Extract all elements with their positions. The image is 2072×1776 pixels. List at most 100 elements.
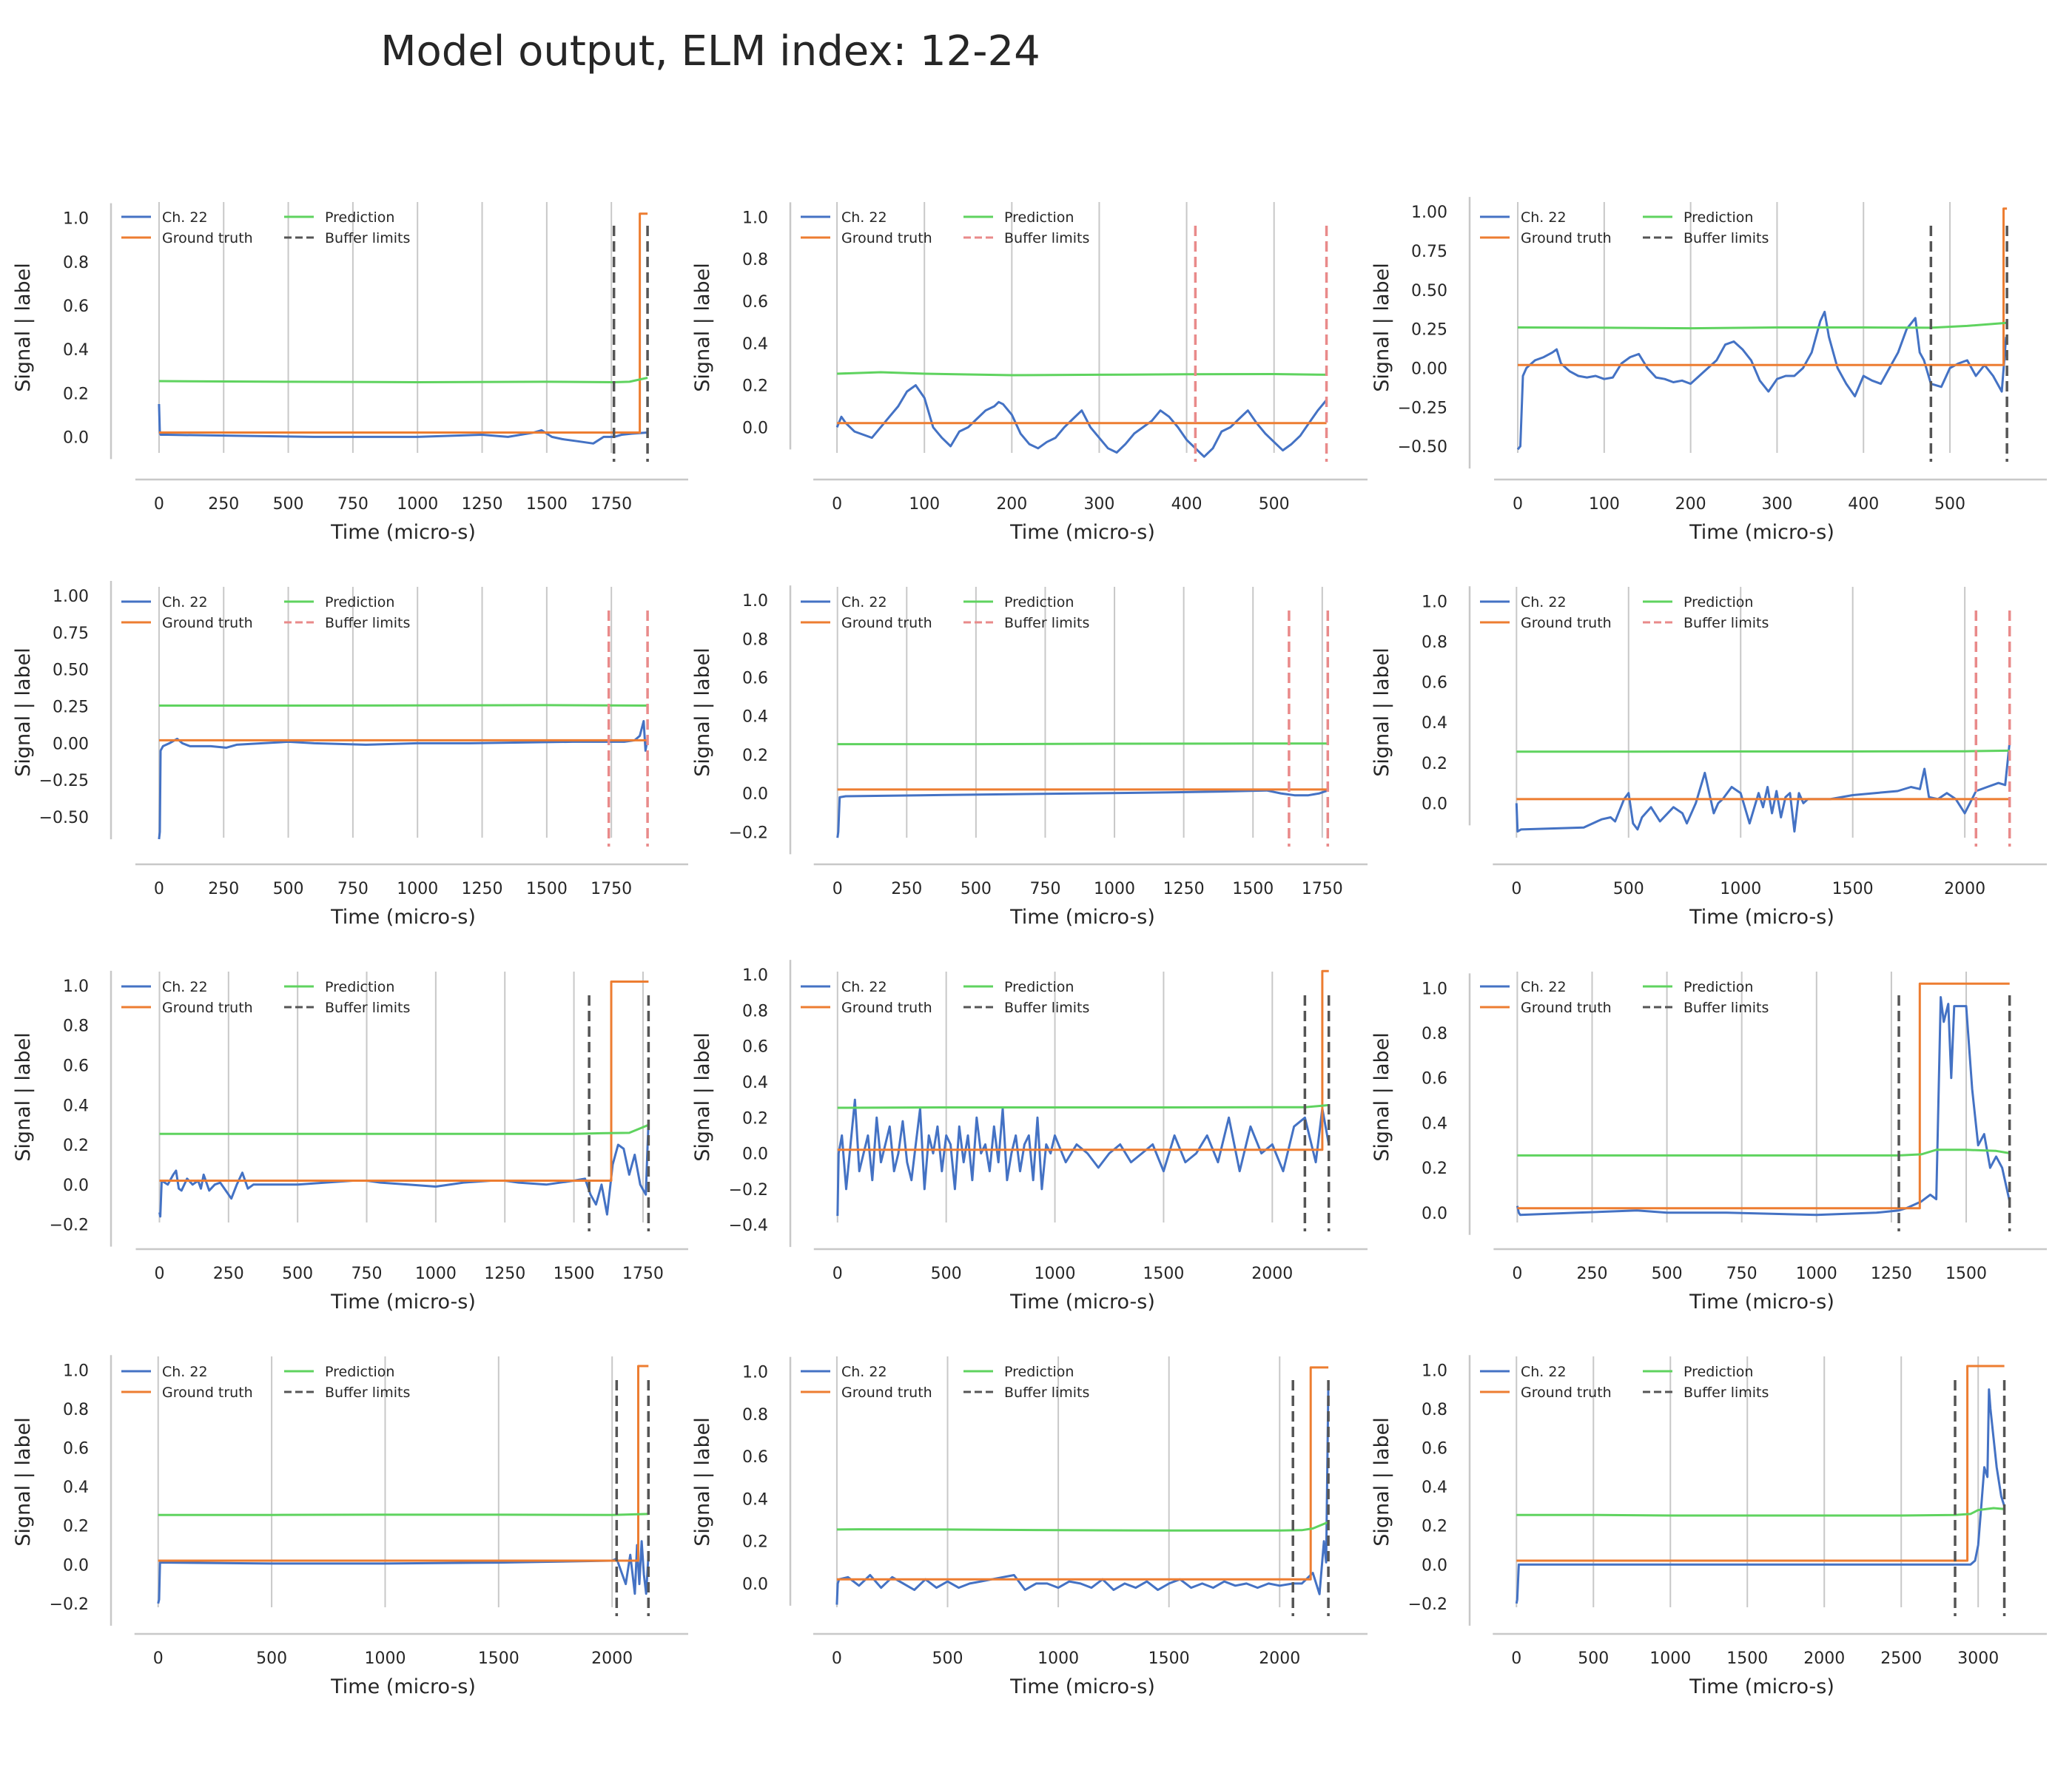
- y-tick-label: 1.0: [1422, 1362, 1447, 1380]
- y-tick-label: 0.4: [1422, 1114, 1447, 1133]
- x-tick-label: 250: [891, 880, 922, 898]
- x-tick-label: 0: [1511, 1649, 1521, 1668]
- ground-truth-line: [837, 969, 1329, 1151]
- y-tick-label: −0.50: [39, 809, 89, 827]
- y-tick-label: 0.4: [63, 1097, 89, 1115]
- x-tick-label: 500: [931, 1265, 962, 1283]
- panels: 0.00.20.40.60.81.00 250 500 750 1000 1250 1500…: [12, 197, 2047, 1698]
- y-tick-label: 0.6: [63, 297, 89, 316]
- x-tick-label: 500: [1259, 495, 1290, 514]
- y-tick-label: 0.0: [1422, 1205, 1447, 1223]
- x-tick-label: 2000: [1251, 1265, 1293, 1283]
- x-tick-label: 0: [832, 495, 842, 514]
- y-tick-label: −0.2: [1408, 1595, 1447, 1614]
- y-tick-label: 0.0: [742, 419, 768, 437]
- legend-label: Prediction: [1004, 209, 1074, 226]
- x-tick-label: 500: [932, 1649, 963, 1668]
- panel-6: 0.0 0.2 0.4 0.6 0.8 1.0 0 500 1000 1500 2000 Time (…: [1370, 586, 2047, 929]
- x-axis-label: Time (micro-s): [1009, 1291, 1155, 1314]
- y-axis-label: Signal | label: [1370, 263, 1393, 392]
- figure-title: Model output, ELM index: 12-24: [380, 27, 1040, 75]
- legend: Ch. 22 Ground truth Prediction Buffer limit…: [801, 1364, 1089, 1401]
- ground-truth-line: [836, 1366, 1329, 1581]
- prediction-line: [1516, 749, 2010, 753]
- y-tick-label: 0.2: [1422, 1160, 1447, 1178]
- x-tick-label: 500: [1934, 495, 1965, 514]
- y-tick-label: 0.2: [63, 1137, 89, 1155]
- x-tick-label: 1250: [462, 880, 503, 898]
- legend-label: Prediction: [1004, 594, 1074, 610]
- x-axis-label: Time (micro-s): [1009, 1675, 1155, 1698]
- legend-label: Ground truth: [841, 615, 932, 631]
- legend-label: Ground truth: [841, 1000, 932, 1016]
- x-tick-label: 1250: [1163, 880, 1205, 898]
- y-tick-label: 0.0: [742, 1146, 768, 1164]
- y-axis-label: Signal | label: [1370, 648, 1393, 777]
- x-tick-label: 1750: [622, 1265, 664, 1283]
- legend-label: Buffer limits: [1684, 615, 1769, 631]
- legend-label: Ch. 22: [162, 1364, 208, 1380]
- x-tick-label: 250: [208, 880, 239, 898]
- x-tick-label: 1000: [364, 1649, 406, 1668]
- x-tick-label: 500: [961, 880, 992, 898]
- legend-label: Buffer limits: [1004, 230, 1089, 246]
- y-tick-label: 0.4: [63, 341, 89, 360]
- y-tick-label: 0.4: [1422, 1479, 1447, 1497]
- y-tick-label: 0.8: [1422, 1025, 1447, 1043]
- legend-label: Prediction: [325, 594, 394, 610]
- y-tick-label: 0.00: [1411, 360, 1447, 378]
- x-tick-label: 0: [153, 1649, 164, 1668]
- x-tick-label: 0: [832, 1265, 843, 1283]
- prediction-line: [159, 1123, 649, 1135]
- y-tick-label: 0.8: [742, 630, 768, 649]
- panel-1: 0.0 0.2 0.4 0.6 0.8 1.0 0 250 500 750 1000 1250 1500…: [12, 202, 688, 544]
- x-axis-label: Time (micro-s): [330, 1291, 476, 1314]
- legend-label: Prediction: [325, 979, 394, 995]
- y-tick-label: 1.0: [1422, 980, 1447, 998]
- y-tick-label: 0.6: [63, 1057, 89, 1075]
- x-tick-label: 750: [1726, 1265, 1758, 1283]
- x-tick-label: 0: [154, 880, 164, 898]
- x-tick-label: 0: [832, 1649, 842, 1668]
- x-tick-label: 0: [154, 1265, 164, 1283]
- x-tick-label: 1000: [1094, 880, 1135, 898]
- x-tick-label: 1000: [415, 1265, 457, 1283]
- y-tick-label: 0.0: [742, 785, 768, 804]
- x-axis-label: Time (micro-s): [1689, 1675, 1834, 1698]
- y-tick-label: 1.0: [742, 1364, 768, 1382]
- y-axis-label: Signal | label: [691, 263, 714, 392]
- ground-truth-line: [158, 212, 648, 434]
- x-axis-label: Time (micro-s): [1689, 1291, 1834, 1314]
- legend-label: Ch. 22: [841, 1364, 887, 1380]
- y-tick-label: 0.8: [63, 254, 89, 272]
- legend: Ch. 22 Ground truth Prediction Buffer limit…: [1480, 209, 1769, 246]
- x-tick-label: 100: [909, 495, 940, 514]
- legend: Ch. 22 Ground truth Prediction Buffer limit…: [121, 594, 410, 631]
- x-tick-label: 1000: [397, 880, 438, 898]
- y-tick-label: 0.50: [53, 662, 89, 680]
- legend-label: Prediction: [325, 209, 394, 226]
- y-tick-label: 0.6: [742, 1448, 768, 1467]
- x-tick-label: 2500: [1880, 1649, 1922, 1668]
- y-tick-label: 0.6: [63, 1439, 89, 1458]
- x-tick-label: 2000: [1259, 1649, 1300, 1668]
- y-tick-label: 0.2: [742, 1533, 768, 1552]
- y-tick-label: −0.2: [729, 824, 768, 842]
- y-tick-label: −0.50: [1398, 438, 1447, 457]
- y-tick-label: 0.2: [63, 1518, 89, 1536]
- x-tick-label: 1000: [397, 495, 438, 514]
- x-tick-label: 1500: [526, 495, 568, 514]
- panel-7: −0.2 0.0 0.2 0.4 0.6 0.8 1.0 0 250 500 750 1000 1250…: [12, 970, 688, 1314]
- legend-label: Ground truth: [162, 1385, 253, 1401]
- legend-label: Ch. 22: [841, 209, 887, 226]
- y-tick-label: 0.4: [742, 708, 768, 727]
- y-axis-label: Signal | label: [12, 1417, 35, 1547]
- panel-2: 0.0 0.2 0.4 0.6 0.8 1.0 0 100 200 300 400 500 Time (…: [691, 202, 1368, 544]
- prediction-line: [1517, 1148, 2010, 1157]
- legend-label: Ch. 22: [162, 209, 208, 226]
- y-tick-label: 0.8: [742, 1406, 768, 1424]
- legend-label: Prediction: [325, 1364, 394, 1380]
- y-tick-label: 1.0: [742, 592, 768, 610]
- x-tick-label: 1500: [1945, 1265, 1987, 1283]
- prediction-line: [1516, 1507, 2005, 1517]
